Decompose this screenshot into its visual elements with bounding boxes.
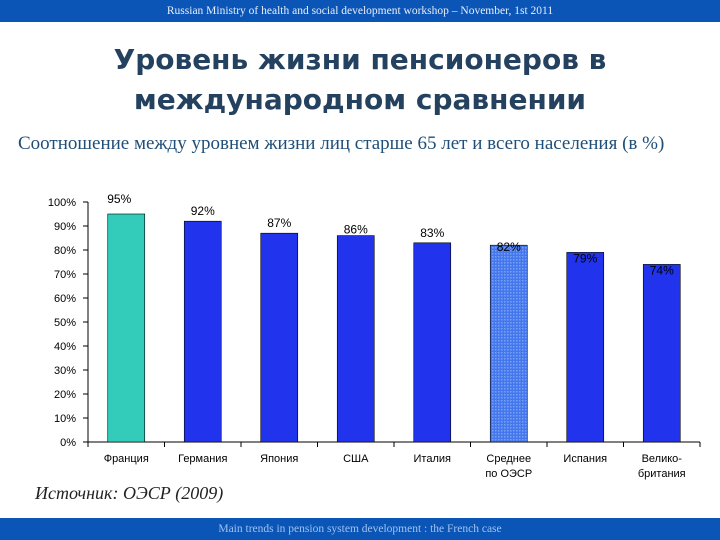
header-bar: Russian Ministry of health and social de… [0, 0, 720, 22]
bar [566, 252, 605, 443]
bar [489, 244, 528, 443]
x-tick-label: Среднее [486, 453, 531, 465]
y-tick-label: 20% [54, 389, 76, 401]
y-tick-label: 90% [54, 221, 76, 233]
y-tick-label: 100% [48, 197, 76, 209]
x-tick-label: по ОЭСР [485, 468, 532, 480]
data-label: 74% [650, 263, 674, 277]
y-tick-label: 50% [54, 317, 76, 329]
footer-text: Main trends in pension system developmen… [218, 523, 502, 535]
y-tick-label: 80% [54, 245, 76, 257]
x-tick-label: Германия [178, 453, 227, 465]
title-line-2: международном сравнении [133, 83, 587, 116]
data-label: 86% [344, 223, 368, 237]
x-tick-label: Италия [414, 453, 452, 465]
header-text: Russian Ministry of health and social de… [166, 5, 554, 17]
data-label: 82% [497, 240, 521, 254]
bar [183, 220, 222, 443]
y-tick-label: 60% [54, 293, 76, 305]
bar [260, 232, 299, 443]
y-tick-label: 10% [54, 413, 76, 425]
y-tick-label: 30% [54, 365, 76, 377]
source-note: Источник: ОЭСР (2009) [35, 483, 224, 503]
bar [336, 235, 375, 443]
x-tick-label: Япония [260, 453, 298, 465]
page-title: Уровень жизни пенсионеров в международно… [0, 40, 720, 120]
y-tick-label: 0% [60, 437, 76, 449]
chart-subtitle: Соотношение между уровнем жизни лиц стар… [18, 133, 665, 154]
data-label: 83% [420, 226, 444, 240]
x-tick-label: Франция [104, 453, 149, 465]
x-tick-label: Велико- [642, 453, 683, 465]
y-tick-label: 40% [54, 341, 76, 353]
data-label: 79% [573, 251, 597, 265]
data-label: 95% [107, 192, 131, 206]
data-label: 92% [191, 204, 215, 218]
x-tick-label: Испания [563, 453, 607, 465]
data-label: 87% [267, 216, 291, 230]
footer-bar: Main trends in pension system developmen… [0, 518, 720, 540]
x-tick-label: британия [638, 468, 686, 480]
title-line-1: Уровень жизни пенсионеров в [113, 43, 607, 76]
x-tick-label: США [343, 453, 369, 465]
bar [107, 213, 146, 443]
y-tick-label: 70% [54, 269, 76, 281]
bar-chart: 0% 10% 20% 30% 40% 50% 60% 70% 80% 90% 100% 95% Фран… [48, 192, 701, 480]
bar [642, 264, 681, 443]
bar [413, 242, 452, 443]
